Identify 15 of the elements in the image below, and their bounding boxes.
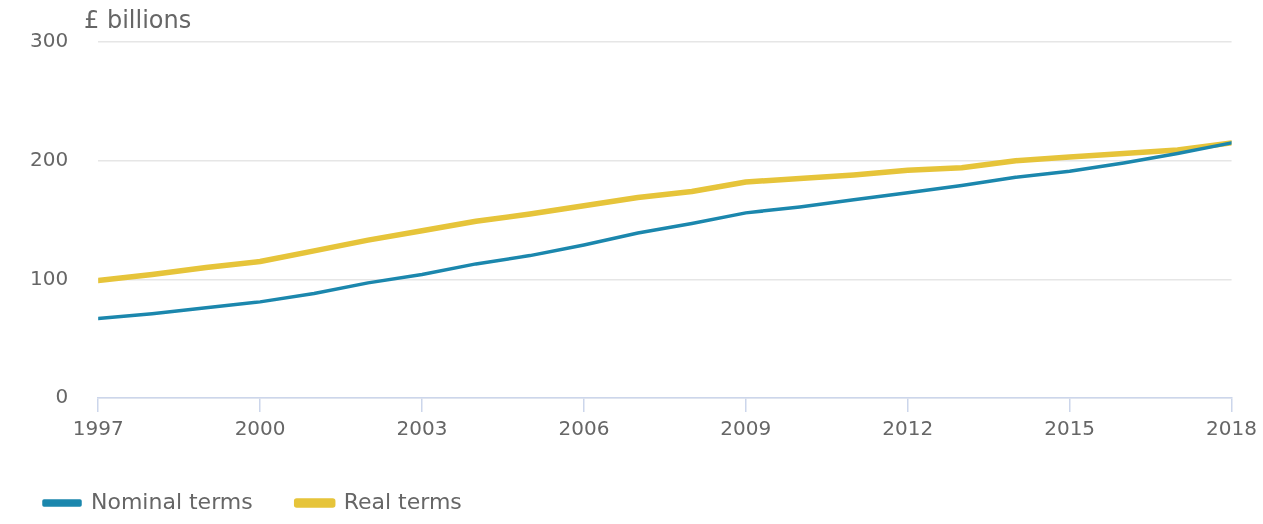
y-tick-label: 200	[29, 146, 69, 171]
y-tick-label: 300	[29, 28, 69, 53]
x-tick-label: 2003	[396, 416, 448, 441]
x-tick-label: 2018	[1206, 416, 1257, 441]
x-tick-label: 2006	[558, 416, 610, 441]
x-tick-label: 2009	[720, 416, 772, 441]
legend-label: Real terms	[343, 488, 462, 514]
y-tick-label: 0	[55, 384, 69, 409]
x-tick-label: 2012	[882, 416, 934, 441]
x-tick-label: 2000	[234, 416, 286, 441]
x-tick-label: 2015	[1044, 416, 1096, 441]
x-tick-label: 1997	[72, 416, 124, 441]
y-tick-label: 100	[29, 265, 69, 290]
legend-label: Nominal terms	[91, 488, 253, 514]
y-axis-title: £ billions	[84, 6, 192, 35]
